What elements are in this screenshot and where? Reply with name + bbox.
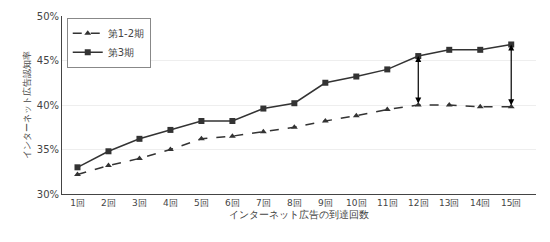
svg-text:40%: 40%: [37, 100, 59, 111]
svg-text:10回: 10回: [346, 198, 366, 208]
svg-text:2回: 2回: [101, 198, 116, 208]
svg-text:4回: 4回: [163, 198, 178, 208]
svg-text:12回: 12回: [408, 198, 428, 208]
svg-text:1回: 1回: [70, 198, 85, 208]
svg-text:14回: 14回: [470, 198, 490, 208]
svg-text:インターネット広告の到達回数: インターネット広告の到達回数: [229, 209, 369, 220]
svg-text:13回: 13回: [439, 198, 459, 208]
svg-text:11回: 11回: [377, 198, 397, 208]
svg-text:インターネット広告認知率: インターネット広告認知率: [22, 51, 32, 159]
svg-text:9回: 9回: [318, 198, 333, 208]
svg-text:8回: 8回: [287, 198, 302, 208]
svg-text:第1-2期: 第1-2期: [108, 28, 144, 39]
svg-text:35%: 35%: [37, 144, 59, 155]
svg-text:5回: 5回: [194, 198, 209, 208]
svg-text:15回: 15回: [501, 198, 521, 208]
svg-text:30%: 30%: [37, 189, 59, 200]
svg-text:7回: 7回: [256, 198, 271, 208]
svg-text:50%: 50%: [37, 11, 59, 22]
svg-text:3回: 3回: [132, 198, 147, 208]
svg-text:6回: 6回: [225, 198, 240, 208]
svg-text:第3期: 第3期: [108, 47, 134, 58]
svg-text:45%: 45%: [37, 55, 59, 66]
